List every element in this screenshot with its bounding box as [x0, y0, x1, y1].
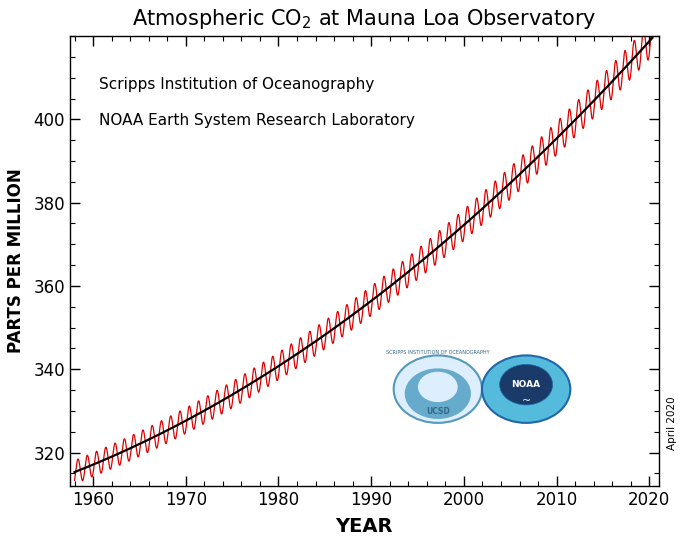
Text: Scripps Institution of Oceanography: Scripps Institution of Oceanography	[99, 77, 375, 92]
Circle shape	[482, 356, 570, 423]
Circle shape	[418, 372, 457, 402]
Text: NOAA Earth System Research Laboratory: NOAA Earth System Research Laboratory	[99, 112, 415, 128]
X-axis label: YEAR: YEAR	[335, 517, 393, 536]
Text: April 2020: April 2020	[668, 396, 677, 450]
Text: ~: ~	[521, 396, 531, 406]
Text: UCSD: UCSD	[426, 407, 450, 415]
Text: NOAA: NOAA	[511, 380, 541, 389]
Title: Atmospheric CO$_2$ at Mauna Loa Observatory: Atmospheric CO$_2$ at Mauna Loa Observat…	[132, 7, 596, 31]
Circle shape	[405, 368, 471, 419]
Text: SCRIPPS INSTITUTION OF OCEANOGRAPHY: SCRIPPS INSTITUTION OF OCEANOGRAPHY	[386, 350, 490, 355]
Y-axis label: PARTS PER MILLION: PARTS PER MILLION	[7, 168, 25, 353]
Circle shape	[393, 356, 482, 423]
Circle shape	[500, 364, 552, 405]
